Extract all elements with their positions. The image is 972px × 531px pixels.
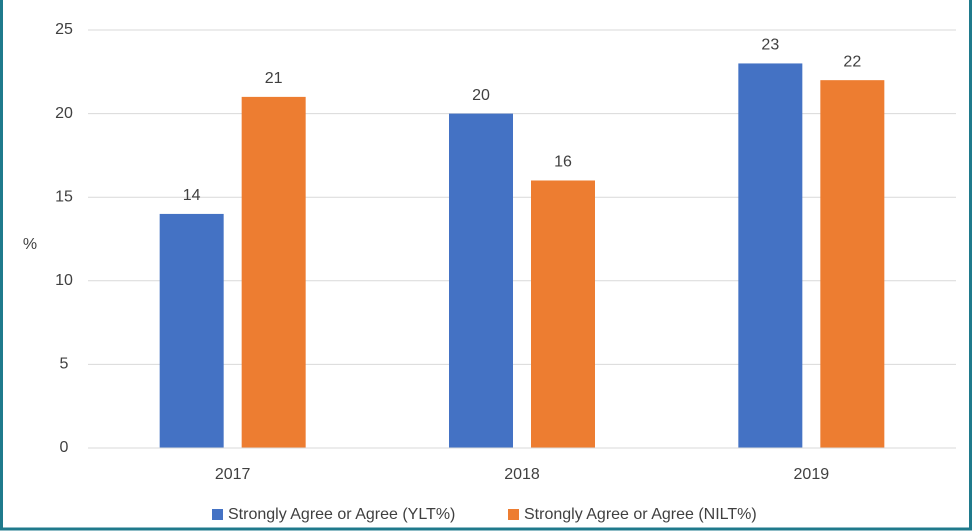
bar (241, 96, 306, 448)
x-tick-label: 2018 (504, 466, 540, 483)
bar (531, 180, 595, 449)
data-label: 16 (554, 154, 572, 171)
y-tick-label: 0 (60, 439, 69, 456)
bar (159, 213, 224, 448)
data-label: 22 (843, 53, 861, 70)
data-label: 20 (472, 87, 490, 104)
y-axis-label: % (23, 236, 37, 253)
legend-swatch (508, 509, 519, 520)
data-label: 14 (183, 187, 201, 204)
bar (449, 113, 513, 448)
bar (820, 80, 885, 448)
legend-label: Strongly Agree or Agree (NILT%) (524, 506, 757, 523)
y-tick-label: 15 (55, 188, 73, 205)
x-tick-label: 2019 (794, 466, 830, 483)
y-tick-label: 10 (55, 272, 73, 289)
y-tick-label: 20 (55, 105, 73, 122)
x-tick-label: 2017 (215, 466, 251, 483)
y-tick-label: 5 (60, 356, 69, 373)
data-label: 23 (761, 37, 779, 54)
legend-label: Strongly Agree or Agree (YLT%) (228, 506, 455, 523)
bar (738, 63, 803, 448)
y-tick-label: 25 (55, 21, 73, 38)
legend-swatch (212, 509, 223, 520)
data-label: 21 (265, 70, 283, 87)
